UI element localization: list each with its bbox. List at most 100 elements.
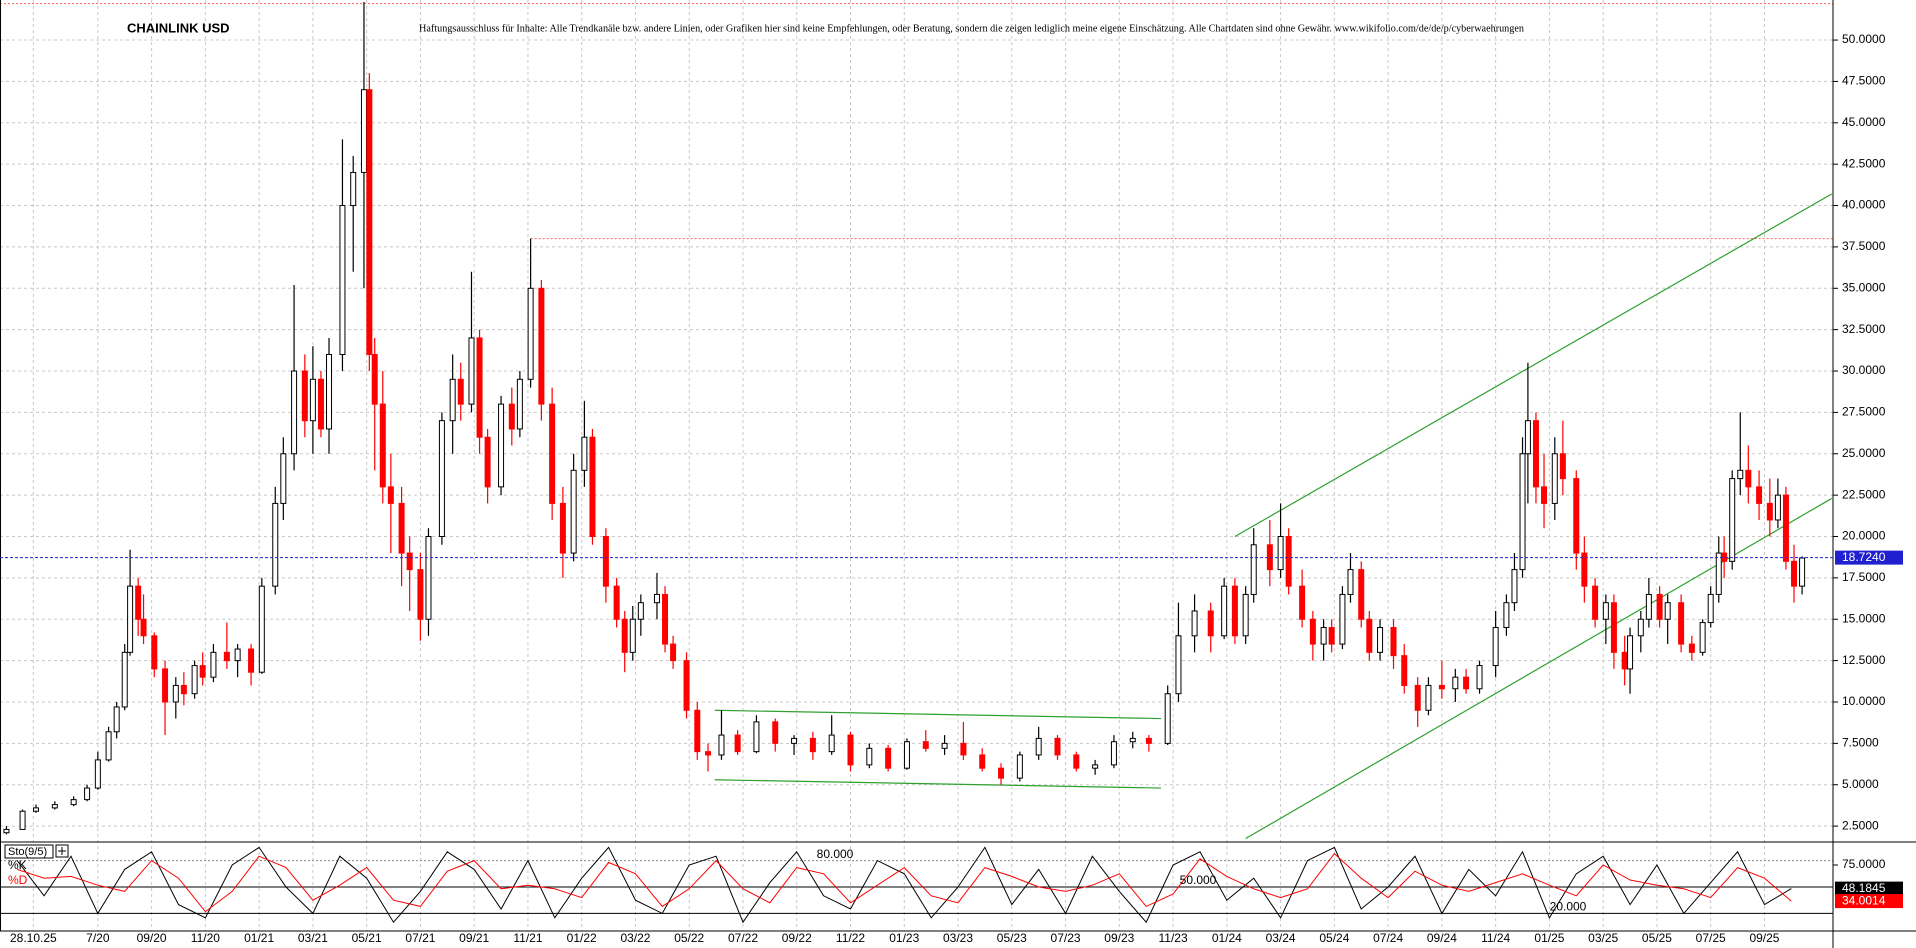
candle-body — [387, 486, 394, 504]
candle-body — [718, 734, 725, 756]
candle-body — [1191, 610, 1198, 637]
candle-body — [1299, 585, 1306, 620]
candle-body — [1656, 593, 1663, 620]
x-tick-label: 05/25 — [1642, 931, 1672, 945]
candle-body — [1573, 478, 1580, 554]
candle-body — [1621, 651, 1628, 670]
x-tick-label: 11/24 — [1481, 931, 1510, 945]
candle-body — [1519, 453, 1526, 571]
candle-body — [258, 585, 265, 673]
y-tick-label: 7.5000 — [1842, 736, 1879, 750]
candle-body — [360, 89, 367, 173]
candle-body — [885, 747, 892, 769]
x-tick-label: 01/25 — [1534, 931, 1564, 945]
candle-body — [570, 469, 577, 554]
candle-body — [538, 287, 545, 405]
candle-body — [653, 593, 660, 604]
candle-body — [280, 453, 287, 504]
candle-body — [94, 759, 101, 789]
candle-body — [1476, 665, 1483, 690]
candle-body — [1377, 627, 1384, 653]
candle-body — [1745, 469, 1752, 488]
candle-body — [162, 668, 169, 703]
candle-body — [1145, 737, 1152, 744]
y-tick-label: 45.0000 — [1842, 115, 1886, 129]
candle-body — [662, 593, 669, 645]
candle-body — [581, 436, 588, 471]
candle-body — [1707, 593, 1714, 624]
candle-body — [199, 665, 206, 678]
x-tick-label: 03/22 — [620, 931, 650, 945]
candle-body — [1073, 754, 1080, 769]
candle-body — [621, 618, 628, 653]
candle-body — [922, 741, 929, 749]
candle-body — [516, 378, 523, 430]
y-tick-label: 30.0000 — [1842, 363, 1886, 377]
candle-body — [1699, 622, 1706, 653]
candle-body — [1328, 627, 1335, 645]
chart-title: CHAINLINK USD — [127, 20, 230, 35]
x-tick-label: 11/22 — [836, 931, 865, 945]
candle-body — [317, 378, 324, 430]
candle-body — [51, 804, 58, 809]
candle-body — [1054, 737, 1061, 756]
candle-body — [1627, 635, 1634, 670]
candle-body — [670, 643, 677, 662]
candle-body — [1715, 552, 1722, 595]
y-tick-label: 15.0000 — [1842, 611, 1886, 625]
last-value-label: 34.0014 — [1842, 893, 1886, 907]
candle-body — [406, 552, 413, 571]
y-tick-label: 2.5000 — [1842, 818, 1879, 832]
candle-body — [191, 665, 198, 695]
x-tick-label: 09/24 — [1427, 931, 1457, 945]
grid — [0, 0, 1833, 931]
expand-icon — [58, 847, 66, 855]
y-tick-label: 5.0000 — [1842, 777, 1879, 791]
candle-body — [121, 651, 128, 708]
y-tick-label: 17.5000 — [1842, 570, 1886, 584]
candle-body — [417, 569, 424, 620]
candle-body — [33, 807, 40, 812]
overlay: 28.10.25 7/20 09/20 11/20 01/21 03/21 05/21 07/… — [0, 32, 1903, 945]
candle-body — [234, 648, 241, 662]
candle-body — [379, 403, 386, 488]
x-tick-label: 05/24 — [1319, 931, 1349, 945]
candle-body — [1511, 569, 1518, 604]
candle-body — [1729, 478, 1736, 562]
y-tick-label: 50.0000 — [1842, 32, 1886, 46]
x-tick-label: 05/22 — [674, 931, 704, 945]
x-tick-label: 01/21 — [244, 931, 274, 945]
candle-body — [248, 648, 255, 673]
candle-body — [1503, 602, 1510, 629]
candle-body — [1774, 494, 1781, 521]
indicator-title: Sto(9/5) — [8, 846, 47, 858]
candle-body — [476, 337, 483, 438]
x-tick-label: 7/20 — [86, 931, 110, 945]
candle-body — [1110, 741, 1117, 766]
x-tick-label: 07/21 — [405, 931, 435, 945]
x-tick-label: 07/23 — [1051, 931, 1081, 945]
candle-body — [809, 737, 816, 753]
x-tick-label: 05/21 — [352, 931, 382, 945]
x-tick-label: 07/22 — [728, 931, 758, 945]
candle-body — [637, 602, 644, 620]
y-tick-label: 75.0000 — [1842, 857, 1886, 871]
candle-body — [1532, 420, 1539, 488]
candle-body — [1347, 569, 1354, 595]
x-tick-label: 09/23 — [1104, 931, 1134, 945]
candle-body — [589, 436, 596, 538]
last-value-label: 48.1845 — [1842, 881, 1886, 895]
candle-body — [1390, 627, 1397, 657]
candle-body — [1207, 610, 1214, 637]
candle-body — [828, 734, 835, 753]
marks — [3, 2, 1832, 924]
candle-body — [1221, 585, 1228, 637]
x-tick-label: 09/21 — [459, 931, 489, 945]
y-tick-label: 32.5000 — [1842, 322, 1886, 336]
candle-body — [172, 684, 179, 703]
x-tick-label: 09/22 — [782, 931, 812, 945]
legend-label: %D — [8, 873, 28, 887]
x-tick-label: 07/24 — [1373, 931, 1403, 945]
candle-body — [1285, 536, 1292, 587]
